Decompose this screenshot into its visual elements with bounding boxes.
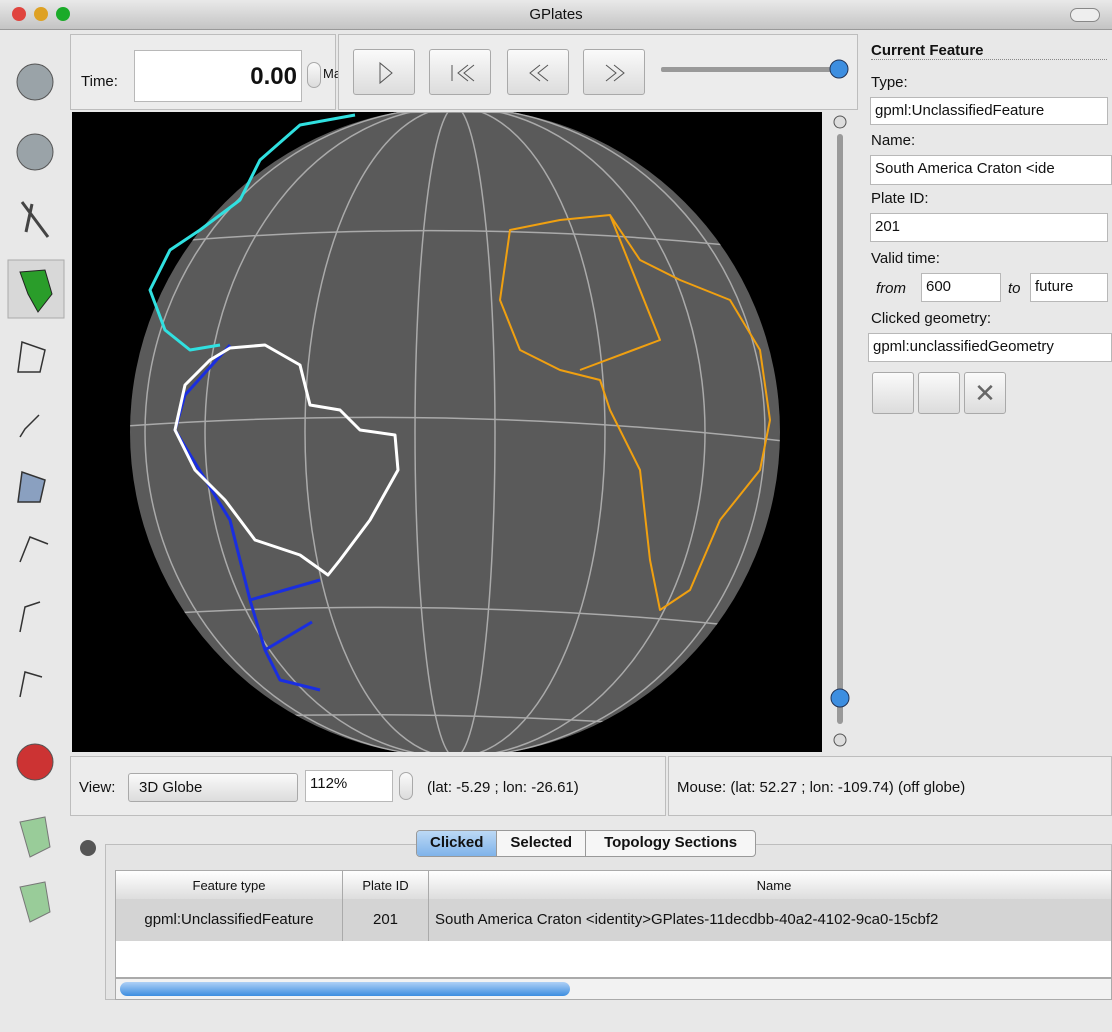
geometry-field[interactable]: gpml:unclassifiedGeometry — [868, 333, 1112, 362]
field-label: Valid time: — [871, 250, 940, 267]
zoom-spinner[interactable] — [399, 772, 413, 800]
delete-button[interactable]: ✕ — [964, 372, 1006, 414]
mouse-bar: Mouse: (lat: 52.27 ; lon: -109.74) (off … — [668, 756, 1112, 816]
time-panel: Time: 0.00 Ma — [70, 34, 341, 110]
zoom-field[interactable]: 112% — [305, 770, 393, 802]
tool-palette — [7, 63, 65, 923]
float-button[interactable] — [80, 840, 96, 856]
toolbar-toggle[interactable] — [1070, 8, 1100, 22]
field-label: Name: — [871, 132, 916, 149]
to-field[interactable]: future — [1030, 273, 1108, 302]
camera-coordinates: (lat: -5.29 ; lon: -26.61) — [427, 779, 579, 796]
column-header[interactable]: Plate ID — [343, 871, 429, 899]
time-label: Time: — [81, 73, 118, 90]
table-cell[interactable]: South America Craton <identity>GPlates-1… — [429, 899, 1111, 941]
play-button[interactable] — [353, 49, 415, 95]
window-controls[interactable] — [0, 0, 100, 30]
projection-select[interactable]: 3D Globe — [128, 773, 298, 802]
field-label: Clicked geometry: — [871, 310, 992, 327]
playback-panel — [338, 34, 858, 110]
current-feature-panel: Current Feature Type: gpml:UnclassifiedF… — [866, 40, 1112, 430]
tab[interactable]: Topology Sections — [585, 831, 755, 856]
from-label: from — [876, 280, 906, 297]
name-field[interactable]: South America Craton <ide — [870, 155, 1112, 185]
zoom-slider[interactable] — [826, 112, 854, 752]
column-header[interactable]: Feature type — [116, 871, 343, 899]
query-button[interactable] — [872, 372, 914, 414]
title-bar: GPlates — [0, 0, 1112, 30]
field-label: Type: — [871, 74, 908, 91]
time-spinner[interactable] — [307, 62, 321, 88]
window-title: GPlates — [529, 6, 583, 23]
from-field[interactable]: 600 — [921, 273, 1001, 302]
field-label: Plate ID: — [871, 190, 929, 207]
type-field[interactable]: gpml:UnclassifiedFeature — [870, 97, 1108, 125]
table-cell[interactable]: gpml:UnclassifiedFeature — [116, 899, 343, 941]
feature-table: Feature type Plate ID Name gpml:Unclassi… — [115, 870, 1112, 978]
plate-id-field[interactable]: 201 — [870, 213, 1108, 242]
column-header[interactable]: Name — [429, 871, 1111, 899]
tab-bar: Clicked Selected Topology Sections — [416, 830, 757, 857]
tab[interactable]: Clicked — [417, 831, 497, 856]
table-cell[interactable]: 201 — [343, 899, 429, 941]
time-input[interactable]: 0.00 — [134, 50, 302, 102]
time-slider[interactable] — [657, 55, 857, 85]
step-back-button[interactable] — [507, 49, 569, 95]
view-label: View: — [79, 779, 116, 796]
mouse-coordinates: Mouse: (lat: 52.27 ; lon: -109.74) (off … — [677, 779, 966, 796]
tab[interactable]: Selected — [496, 831, 585, 856]
rewind-start-button[interactable] — [429, 49, 491, 95]
view-bar: View: 3D Globe 112% (lat: -5.29 ; lon: -… — [70, 756, 666, 816]
horizontal-scrollbar[interactable] — [115, 978, 1112, 1000]
time-unit: Ma — [323, 66, 342, 81]
step-forward-button[interactable] — [583, 49, 645, 95]
edit-button[interactable] — [918, 372, 960, 414]
to-label: to — [1008, 280, 1021, 297]
panel-heading: Current Feature — [871, 42, 1107, 60]
scroll-thumb[interactable] — [120, 982, 570, 996]
globe-view[interactable] — [72, 112, 822, 752]
